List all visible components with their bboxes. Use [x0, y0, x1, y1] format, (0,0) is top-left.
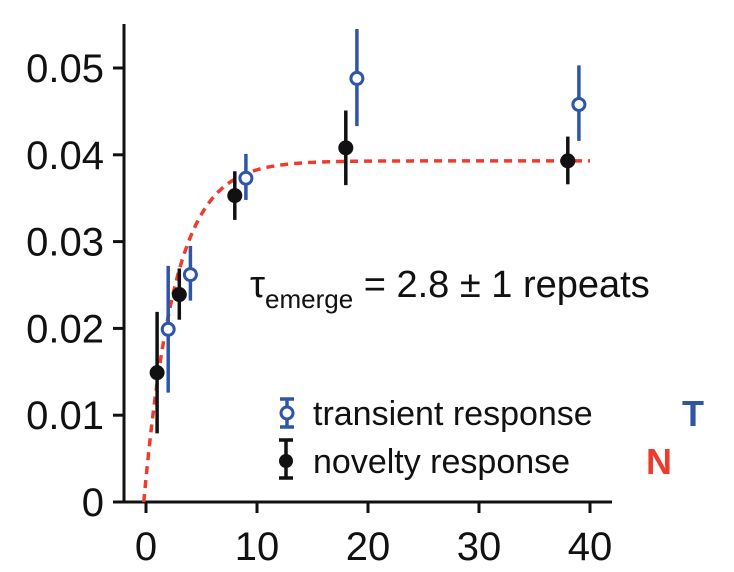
x-tick-label: 0 — [135, 525, 157, 569]
y-tick-label: 0 — [82, 481, 104, 525]
y-tick-label: 0.03 — [26, 221, 104, 265]
data-point — [349, 70, 365, 86]
legend-symbol-N: N — [646, 441, 672, 482]
legend-label-transient: transient response — [313, 395, 593, 433]
data-point — [149, 365, 165, 381]
tau-subscript: emerge — [265, 284, 353, 314]
legend-label-novelty: novelty response — [313, 443, 570, 481]
tau-annotation: τemerge = 2.8 ± 1 repeats — [250, 264, 650, 314]
y-ticks: 0 0.01 0.02 0.03 0.04 0.05 — [26, 47, 124, 525]
x-axis: 0 10 20 30 40 — [124, 500, 612, 569]
x-tick-label: 30 — [457, 525, 502, 569]
x-ticks: 0 10 20 30 40 — [135, 502, 612, 569]
data-point — [560, 153, 576, 169]
x-tick-label: 20 — [346, 525, 391, 569]
data-point — [571, 96, 587, 112]
y-tick-label: 0.04 — [26, 134, 104, 178]
data-point — [338, 140, 354, 156]
legend: transient response T novelty response N — [279, 393, 704, 482]
legend-symbol-T: T — [682, 393, 704, 434]
y-tick-label: 0.02 — [26, 307, 104, 351]
data-point — [182, 267, 198, 283]
data-point — [171, 287, 187, 303]
series-novelty — [149, 110, 576, 434]
y-axis: 0 0.01 0.02 0.03 0.04 0.05 — [26, 24, 126, 525]
legend-marker-transient — [279, 397, 295, 429]
tau-symbol: τ — [250, 264, 265, 306]
data-point — [227, 188, 243, 204]
x-tick-label: 40 — [568, 525, 613, 569]
data-point — [238, 170, 254, 186]
series-transient — [160, 28, 587, 393]
legend-marker-novelty — [279, 438, 293, 480]
series-layer — [149, 28, 587, 434]
x-tick-label: 10 — [235, 525, 280, 569]
y-tick-label: 0.05 — [26, 47, 104, 91]
fit-curve — [142, 159, 590, 503]
data-point — [160, 321, 176, 337]
y-tick-label: 0.01 — [26, 394, 104, 438]
tau-value: = 2.8 ± 1 repeats — [353, 264, 650, 306]
